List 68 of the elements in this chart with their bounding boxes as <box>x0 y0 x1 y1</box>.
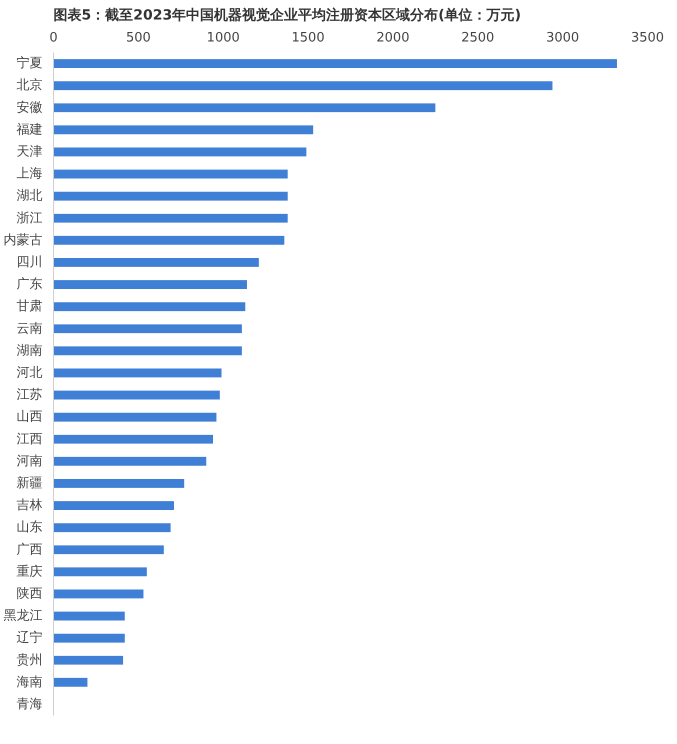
y-tick-label: 天津 <box>16 144 42 160</box>
bar <box>54 103 436 112</box>
y-tick-label: 江苏 <box>16 388 42 403</box>
y-tick-label: 吉林 <box>16 498 42 514</box>
y-tick-label: 青海 <box>16 696 42 712</box>
y-tick-label: 浙江 <box>16 210 42 226</box>
y-tick-label: 河北 <box>16 365 42 380</box>
bar <box>54 479 184 488</box>
bar <box>54 258 259 267</box>
bar <box>54 280 247 289</box>
y-tick-label: 广东 <box>16 277 42 292</box>
bar <box>54 236 284 245</box>
bar <box>54 214 288 223</box>
bar <box>54 590 144 598</box>
bar <box>54 346 242 356</box>
x-tick-label: 0 <box>49 30 58 46</box>
bar <box>54 434 214 444</box>
bar <box>54 170 288 178</box>
x-tick-label: 2000 <box>376 30 410 46</box>
y-tick-label: 湖北 <box>16 188 42 204</box>
y-tick-label: 江西 <box>16 432 42 447</box>
bar <box>54 390 220 400</box>
y-tick-label: 贵州 <box>16 652 42 668</box>
y-tick-label: 海南 <box>16 674 42 690</box>
bar <box>54 125 314 134</box>
x-tick-label: 500 <box>126 30 151 46</box>
bar <box>54 192 288 201</box>
y-tick-label: 湖南 <box>16 343 42 358</box>
bar <box>54 678 88 687</box>
y-tick-label: 上海 <box>16 166 42 182</box>
bar <box>54 148 306 156</box>
bar <box>54 634 125 643</box>
chart-title: 图表5：截至2023年中国机器视觉企业平均注册资本区域分布(单位：万元) <box>54 6 522 24</box>
bar <box>54 324 242 334</box>
bar <box>54 368 222 378</box>
y-tick-label: 四川 <box>16 254 42 270</box>
x-tick-label: 1000 <box>206 30 240 46</box>
y-tick-label: 山西 <box>16 410 42 425</box>
bar <box>54 456 206 466</box>
y-tick-label: 重庆 <box>16 564 42 580</box>
x-tick-label: 3500 <box>630 30 664 46</box>
y-tick-label: 广西 <box>16 542 42 558</box>
x-tick-label: 1500 <box>292 30 325 46</box>
bar <box>54 523 171 532</box>
y-tick-label: 甘肃 <box>16 299 42 314</box>
bar <box>54 501 174 510</box>
bar <box>54 545 164 554</box>
y-tick-label: 宁夏 <box>16 55 42 72</box>
y-tick-label: 河南 <box>16 454 42 469</box>
bar <box>54 81 552 90</box>
bar <box>54 612 125 620</box>
bar <box>54 567 147 576</box>
y-tick-label: 山东 <box>16 520 42 536</box>
y-tick-label: 云南 <box>16 321 42 336</box>
bar <box>54 302 246 312</box>
y-tick-label: 北京 <box>16 78 42 94</box>
bar <box>54 59 617 68</box>
y-tick-label: 内蒙古 <box>4 232 42 248</box>
y-tick-label: 辽宁 <box>16 630 42 646</box>
y-tick-label: 福建 <box>16 122 42 138</box>
y-tick-label: 安徽 <box>16 99 42 116</box>
bar <box>54 412 216 422</box>
x-tick-label: 2500 <box>461 30 494 46</box>
y-tick-label: 黑龙江 <box>4 608 42 624</box>
bar <box>54 656 124 665</box>
y-tick-label: 新疆 <box>16 476 42 491</box>
x-tick-label: 3000 <box>546 30 580 46</box>
y-tick-label: 陕西 <box>16 586 42 602</box>
